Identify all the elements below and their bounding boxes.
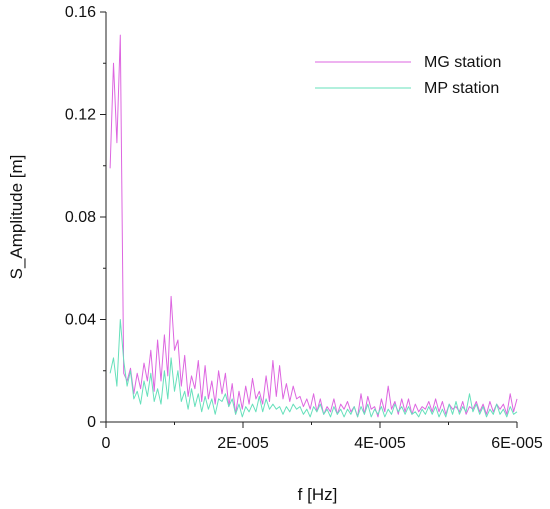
y-tick-label: 0.16 [65, 4, 96, 21]
y-tick-label: 0.08 [65, 209, 96, 226]
x-axis-label: f [Hz] [298, 485, 338, 504]
y-tick-label: 0 [87, 414, 96, 431]
x-tick-label: 4E-005 [354, 435, 406, 452]
legend-label-1: MP station [424, 80, 499, 97]
legend: MG station MP station [315, 54, 501, 97]
legend-label-0: MG station [424, 54, 501, 71]
y-tick-label: 0.12 [65, 107, 96, 124]
y-axis-label: S_Amplitude [m] [7, 155, 26, 280]
axes: 0 0.04 0.08 0.12 0.16 0 2E-005 4E-005 6E-005 [65, 4, 543, 452]
y-tick-label: 0.04 [65, 312, 96, 329]
x-tick-label: 6E-005 [491, 435, 543, 452]
series-line-1 [109, 319, 518, 418]
x-tick-label: 2E-005 [217, 435, 269, 452]
x-tick-label: 0 [102, 435, 111, 452]
series-layer [109, 34, 518, 418]
